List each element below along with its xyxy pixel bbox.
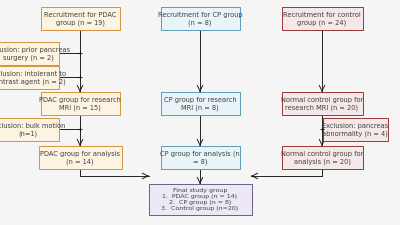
Text: Recruitment for PDAC
group (n = 19): Recruitment for PDAC group (n = 19)	[44, 12, 116, 26]
FancyBboxPatch shape	[322, 118, 388, 141]
FancyBboxPatch shape	[160, 92, 240, 115]
FancyBboxPatch shape	[148, 184, 252, 215]
FancyBboxPatch shape	[160, 7, 240, 30]
FancyBboxPatch shape	[40, 7, 120, 30]
FancyBboxPatch shape	[0, 66, 58, 89]
FancyBboxPatch shape	[282, 146, 362, 169]
Text: Normal control group for
research MRI (n = 20): Normal control group for research MRI (n…	[281, 97, 363, 110]
FancyBboxPatch shape	[282, 92, 362, 115]
FancyBboxPatch shape	[0, 42, 58, 65]
Text: CP group for analysis (n
= 8): CP group for analysis (n = 8)	[160, 150, 240, 164]
FancyBboxPatch shape	[40, 92, 120, 115]
Text: Final study group
1.  PDAC group (n = 14)
2.  CP group (n = 8)
3.  Control group: Final study group 1. PDAC group (n = 14)…	[162, 188, 238, 211]
FancyBboxPatch shape	[38, 146, 122, 169]
FancyBboxPatch shape	[0, 118, 58, 141]
FancyBboxPatch shape	[282, 7, 362, 30]
Text: Exclusion: intolerant to
contrast agent (n = 2): Exclusion: intolerant to contrast agent …	[0, 71, 66, 85]
Text: PDAC group for research
MRI (n = 15): PDAC group for research MRI (n = 15)	[39, 97, 121, 110]
Text: Exclusion: bulk motion
(n=1): Exclusion: bulk motion (n=1)	[0, 123, 66, 136]
Text: Exclusion: pancreas
abnormality (n = 4): Exclusion: pancreas abnormality (n = 4)	[322, 123, 388, 136]
Text: PDAC group for analysis
(n = 14): PDAC group for analysis (n = 14)	[40, 151, 120, 164]
Text: Exclusion: prior pancreas
surgery (n = 2): Exclusion: prior pancreas surgery (n = 2…	[0, 47, 70, 61]
Text: Recruitment for control
group (n = 24): Recruitment for control group (n = 24)	[283, 12, 361, 26]
Text: Normal control group for
analysis (n = 20): Normal control group for analysis (n = 2…	[281, 151, 363, 164]
FancyBboxPatch shape	[160, 146, 240, 169]
Text: CP group for research
MRI (n = 8): CP group for research MRI (n = 8)	[164, 97, 236, 110]
Text: Recruitment for CP group
(n = 8): Recruitment for CP group (n = 8)	[158, 12, 242, 26]
